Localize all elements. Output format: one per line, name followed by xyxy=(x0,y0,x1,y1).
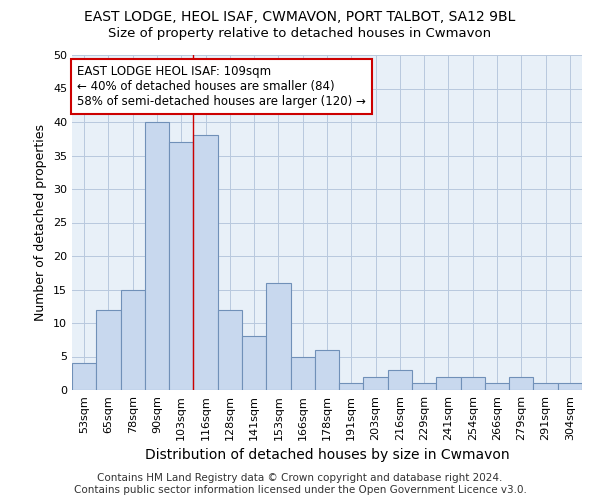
Bar xyxy=(242,336,266,390)
Bar xyxy=(339,384,364,390)
Text: Size of property relative to detached houses in Cwmavon: Size of property relative to detached ho… xyxy=(109,28,491,40)
Bar xyxy=(96,310,121,390)
Bar xyxy=(290,356,315,390)
Bar xyxy=(533,384,558,390)
Bar xyxy=(145,122,169,390)
Y-axis label: Number of detached properties: Number of detached properties xyxy=(34,124,47,321)
Text: Contains HM Land Registry data © Crown copyright and database right 2024.
Contai: Contains HM Land Registry data © Crown c… xyxy=(74,474,526,495)
Bar xyxy=(485,384,509,390)
Bar xyxy=(364,376,388,390)
Bar xyxy=(193,136,218,390)
Bar xyxy=(558,384,582,390)
Bar xyxy=(509,376,533,390)
Bar xyxy=(72,363,96,390)
Bar xyxy=(266,283,290,390)
Bar xyxy=(436,376,461,390)
Text: EAST LODGE, HEOL ISAF, CWMAVON, PORT TALBOT, SA12 9BL: EAST LODGE, HEOL ISAF, CWMAVON, PORT TAL… xyxy=(85,10,515,24)
Bar xyxy=(121,290,145,390)
Text: EAST LODGE HEOL ISAF: 109sqm
← 40% of detached houses are smaller (84)
58% of se: EAST LODGE HEOL ISAF: 109sqm ← 40% of de… xyxy=(77,65,366,108)
Bar xyxy=(169,142,193,390)
Bar xyxy=(412,384,436,390)
Bar xyxy=(218,310,242,390)
Bar xyxy=(388,370,412,390)
Bar xyxy=(461,376,485,390)
X-axis label: Distribution of detached houses by size in Cwmavon: Distribution of detached houses by size … xyxy=(145,448,509,462)
Bar xyxy=(315,350,339,390)
